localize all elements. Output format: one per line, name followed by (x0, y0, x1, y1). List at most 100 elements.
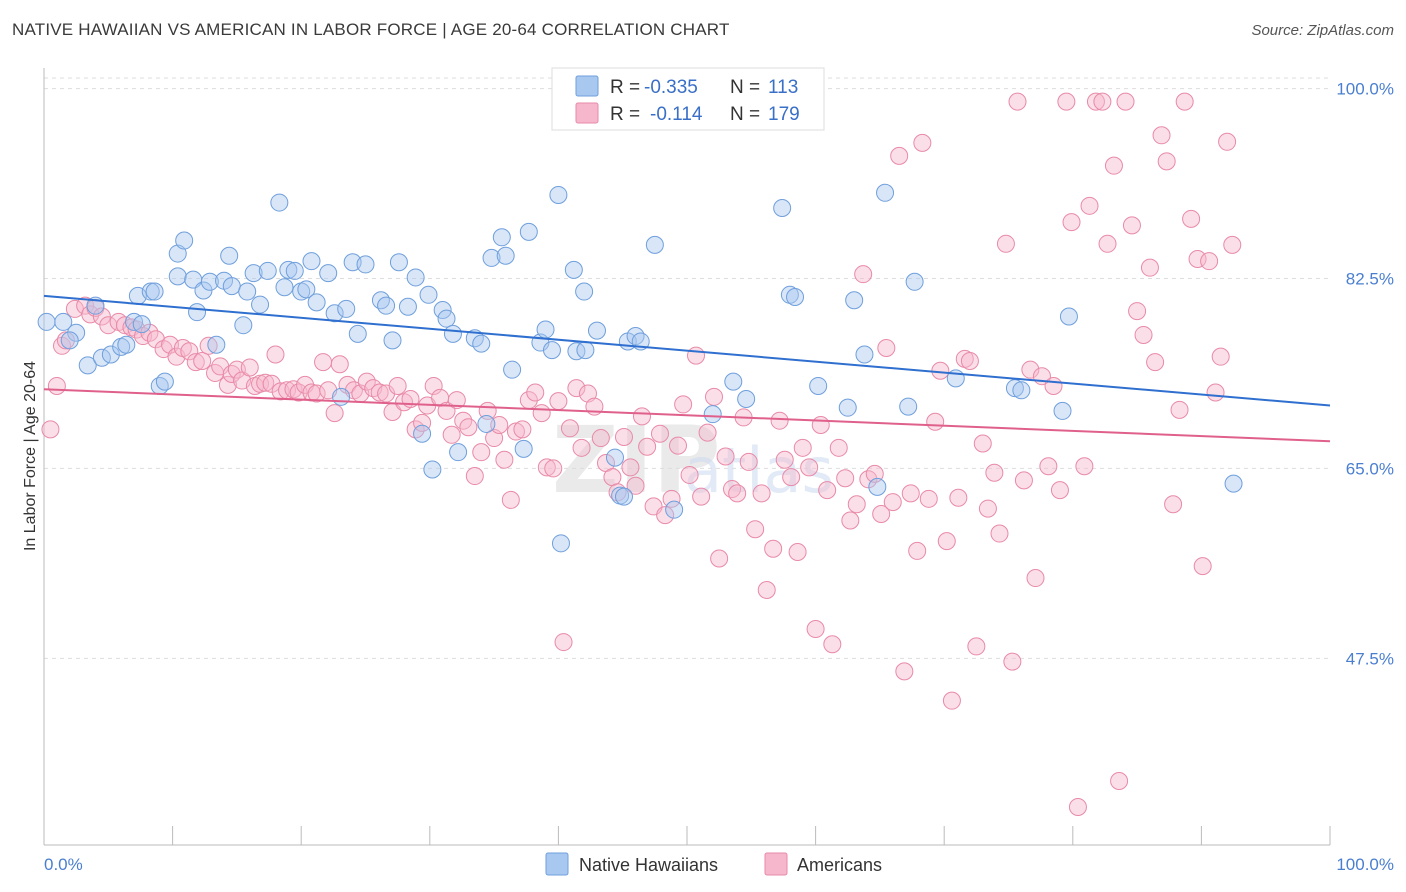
point-native-hawaiians (665, 500, 684, 519)
point-americans (1075, 457, 1094, 476)
point-native-hawaiians (258, 261, 277, 280)
point-americans (1003, 652, 1022, 671)
point-americans (1128, 302, 1147, 321)
source-label: Source: ZipAtlas.com (1251, 22, 1394, 39)
point-americans (985, 463, 1004, 482)
point-native-hawaiians (845, 291, 864, 310)
x-tick-label-max: 100.0% (1336, 855, 1394, 874)
point-americans (578, 384, 597, 403)
point-americans (890, 146, 909, 165)
point-native-hawaiians (496, 246, 515, 265)
point-americans (256, 373, 275, 392)
point-native-hawaiians (389, 253, 408, 272)
point-native-hawaiians (371, 291, 390, 310)
stats-legend-swatch-blue (575, 75, 599, 97)
point-native-hawaiians (383, 331, 402, 350)
stats-legend: R = -0.335 N = 113 R = -0.114 N = 179 (551, 67, 825, 131)
point-native-hawaiians (549, 185, 568, 204)
point-native-hawaiians (423, 460, 442, 479)
point-native-hawaiians (319, 264, 338, 283)
point-americans (1104, 156, 1123, 175)
point-americans (967, 637, 986, 656)
point-americans (554, 633, 573, 652)
point-native-hawaiians (168, 244, 187, 263)
point-americans (1039, 457, 1058, 476)
point-americans (621, 458, 640, 477)
point-native-hawaiians (238, 282, 257, 301)
point-americans (1206, 383, 1225, 402)
point-americans (506, 422, 525, 441)
point-americans (908, 541, 927, 560)
point-americans (41, 420, 60, 439)
point-americans (266, 345, 285, 364)
point-native-hawaiians (155, 372, 174, 391)
point-americans (978, 499, 997, 518)
point-native-hawaiians (737, 389, 756, 408)
y-tick-label: 65.0% (1346, 459, 1394, 478)
point-americans (705, 387, 724, 406)
point-americans (459, 418, 478, 437)
stats-n-value-1: 113 (768, 77, 798, 98)
point-americans (668, 436, 687, 455)
point-americans (926, 412, 945, 431)
point-americans (388, 376, 407, 395)
point-americans (572, 438, 591, 457)
point-americans (973, 434, 992, 453)
point-americans (1164, 495, 1183, 514)
point-americans (284, 380, 303, 399)
point-native-hawaiians (78, 356, 97, 375)
x-tick-label-min: 0.0% (44, 855, 83, 874)
point-native-hawaiians (443, 324, 462, 343)
stats-r-value-2: -0.114 (650, 104, 703, 125)
point-native-hawaiians (587, 321, 606, 340)
y-axis-title: In Labor Force | Age 20-64 (22, 361, 39, 551)
point-americans (472, 443, 491, 462)
point-americans (1140, 258, 1159, 277)
point-americans (829, 438, 848, 457)
point-americans (680, 465, 699, 484)
point-native-hawaiians (1053, 401, 1072, 420)
point-americans (782, 468, 801, 487)
point-native-hawaiians (279, 260, 298, 279)
point-americans (847, 495, 866, 514)
point-native-hawaiians (168, 267, 187, 286)
point-americans (872, 505, 891, 524)
point-americans (1122, 216, 1141, 235)
trend-line-native-hawaiians (43, 294, 1331, 407)
point-americans (1134, 325, 1153, 344)
point-native-hawaiians (838, 398, 857, 417)
point-native-hawaiians (536, 320, 555, 339)
bottom-legend: Native Hawaiians Americans (545, 852, 882, 876)
point-americans (674, 395, 693, 414)
point-native-hawaiians (132, 315, 151, 334)
point-native-hawaiians (482, 248, 501, 267)
point-americans (1093, 92, 1112, 111)
point-native-hawaiians (575, 282, 594, 301)
point-native-hawaiians (492, 228, 511, 247)
stats-r-label-1: R = (610, 77, 640, 98)
point-native-hawaiians (325, 304, 344, 323)
point-americans (716, 447, 735, 466)
point-americans (1026, 569, 1045, 588)
point-americans (413, 413, 432, 432)
point-native-hawaiians (576, 341, 595, 360)
point-americans (1182, 209, 1201, 228)
point-americans (960, 352, 979, 371)
point-native-hawaiians (200, 272, 219, 291)
point-americans (614, 427, 633, 446)
point-americans (692, 487, 711, 506)
stats-legend-swatch-pink (575, 102, 599, 124)
legend-swatch-americans (764, 852, 788, 876)
point-native-hawaiians (356, 255, 375, 274)
point-americans (1050, 481, 1069, 500)
point-americans (854, 265, 873, 284)
point-americans (698, 423, 717, 442)
point-americans (501, 490, 520, 509)
point-americans (931, 361, 950, 380)
point-americans (1068, 798, 1087, 817)
point-americans (949, 488, 968, 507)
point-native-hawaiians (37, 312, 56, 331)
point-native-hawaiians (1224, 474, 1243, 493)
point-native-hawaiians (645, 235, 664, 254)
